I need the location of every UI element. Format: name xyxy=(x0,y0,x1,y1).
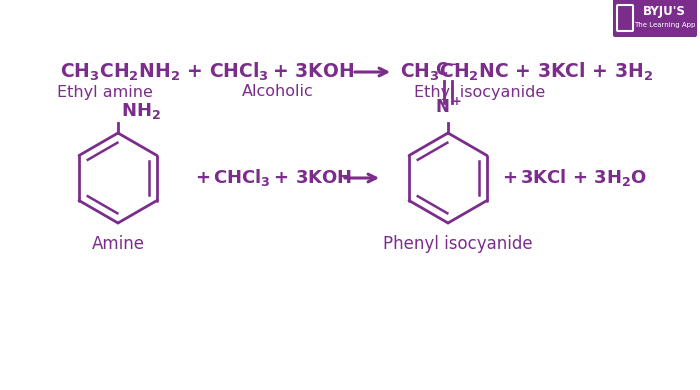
Text: $\mathbf{C^-}$: $\mathbf{C^-}$ xyxy=(435,61,461,79)
Text: Phenyl isocyanide: Phenyl isocyanide xyxy=(383,235,533,253)
FancyBboxPatch shape xyxy=(617,5,633,31)
Text: Ethyl amine: Ethyl amine xyxy=(57,85,153,99)
Text: Amine: Amine xyxy=(92,235,144,253)
Text: $\mathbf{+ \, CHCl_3 + \, 3KOH}$: $\mathbf{+ \, CHCl_3 + \, 3KOH}$ xyxy=(195,167,352,188)
Text: The Learning App: The Learning App xyxy=(634,22,695,28)
Text: $\mathbf{+ \, 3KCl \, + \, 3H_2O}$: $\mathbf{+ \, 3KCl \, + \, 3H_2O}$ xyxy=(502,167,648,188)
Text: $\mathbf{N^+}$: $\mathbf{N^+}$ xyxy=(435,98,461,117)
FancyBboxPatch shape xyxy=(613,0,697,37)
Text: Ethyl isocyanide: Ethyl isocyanide xyxy=(414,85,545,99)
Text: Alcoholic: Alcoholic xyxy=(242,85,314,99)
Text: $\mathbf{CH_3CH_2NC \, + \, 3KCl \, + \, 3H_2}$: $\mathbf{CH_3CH_2NC \, + \, 3KCl \, + \,… xyxy=(400,61,653,83)
Text: $\mathbf{NH_2}$: $\mathbf{NH_2}$ xyxy=(121,101,161,121)
Text: $\mathbf{CH_3CH_2NH_2}$$\mathbf{\, + \, CHCl_3 + \, 3KOH}$: $\mathbf{CH_3CH_2NH_2}$$\mathbf{\, + \, … xyxy=(60,61,354,83)
Text: BYJU'S: BYJU'S xyxy=(643,5,686,18)
